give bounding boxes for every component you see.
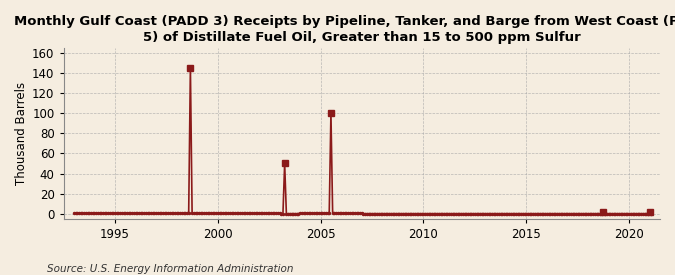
Title: Monthly Gulf Coast (PADD 3) Receipts by Pipeline, Tanker, and Barge from West Co: Monthly Gulf Coast (PADD 3) Receipts by … (14, 15, 675, 44)
Text: Source: U.S. Energy Information Administration: Source: U.S. Energy Information Administ… (47, 264, 294, 274)
Y-axis label: Thousand Barrels: Thousand Barrels (15, 82, 28, 185)
